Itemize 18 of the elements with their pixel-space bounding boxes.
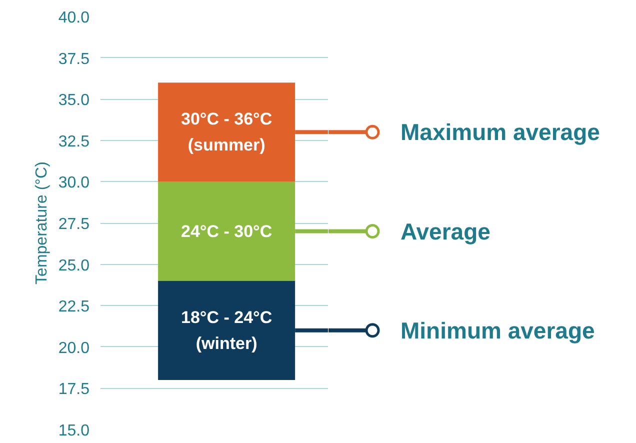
annotation: 24°C - 30°C	[181, 222, 272, 241]
y-axis-title: Temperature (°C)	[33, 162, 50, 284]
text: Average	[400, 218, 490, 244]
y-tick-label: 22.5	[58, 298, 90, 316]
y-tick-label: 35.0	[58, 92, 90, 110]
y-tick-label: 32.5	[58, 133, 90, 150]
text: Maximum average	[400, 119, 600, 146]
annotation: 18°C - 24°C (winter)	[181, 308, 272, 353]
y-tick-label: 17.5	[58, 381, 90, 398]
y-tick-label: 37.5	[58, 50, 90, 68]
y-tick-label: 25.0	[58, 257, 90, 274]
annotation: 30°C - 36°C (summer)	[181, 110, 272, 155]
text: Minimum average	[400, 317, 595, 344]
y-tick-label: 15.0	[58, 422, 90, 440]
y-tick-label: 30.0	[58, 174, 90, 192]
y-tick-label: 20.0	[58, 340, 90, 357]
y-tick-label: 40.0	[58, 10, 90, 26]
y-tick-label: 27.5	[58, 216, 90, 233]
